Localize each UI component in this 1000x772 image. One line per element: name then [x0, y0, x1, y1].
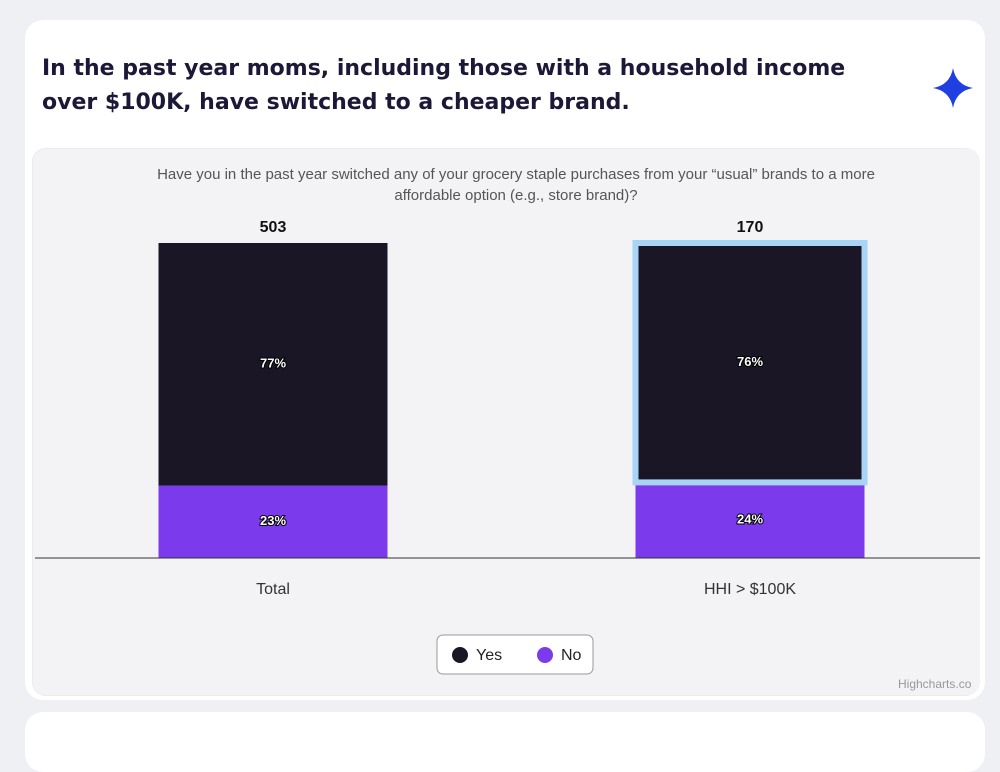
sparkle-icon — [933, 68, 973, 108]
value-label: 24% — [737, 512, 763, 527]
chart-subtitle: Have you in the past year switched any o… — [157, 166, 875, 204]
value-label: 23% — [260, 513, 286, 528]
total-label: 503 — [260, 219, 287, 236]
legend-marker — [537, 647, 553, 663]
x-tick-label: Total — [256, 581, 290, 598]
legend-label[interactable]: Yes — [476, 647, 502, 664]
x-tick-label: HHI > $100K — [704, 581, 796, 598]
value-label: 76% — [737, 354, 763, 369]
bar-segment — [158, 243, 388, 486]
credits: Highcharts.co — [898, 677, 972, 691]
total-label: 170 — [737, 219, 764, 236]
plot: Have you in the past year switched any o… — [32, 148, 980, 696]
card-title: In the past year moms, including those w… — [42, 56, 846, 115]
value-label: 77% — [260, 356, 286, 371]
chart: Have you in the past year switched any o… — [32, 68, 980, 696]
legend-marker — [452, 647, 468, 663]
bar-segment — [635, 482, 865, 558]
bar-segment — [158, 485, 388, 558]
page: In the past year moms, including those w… — [25, 20, 985, 772]
legend-box — [436, 634, 594, 675]
bar-segment — [632, 240, 868, 486]
legend-label[interactable]: No — [561, 647, 582, 664]
